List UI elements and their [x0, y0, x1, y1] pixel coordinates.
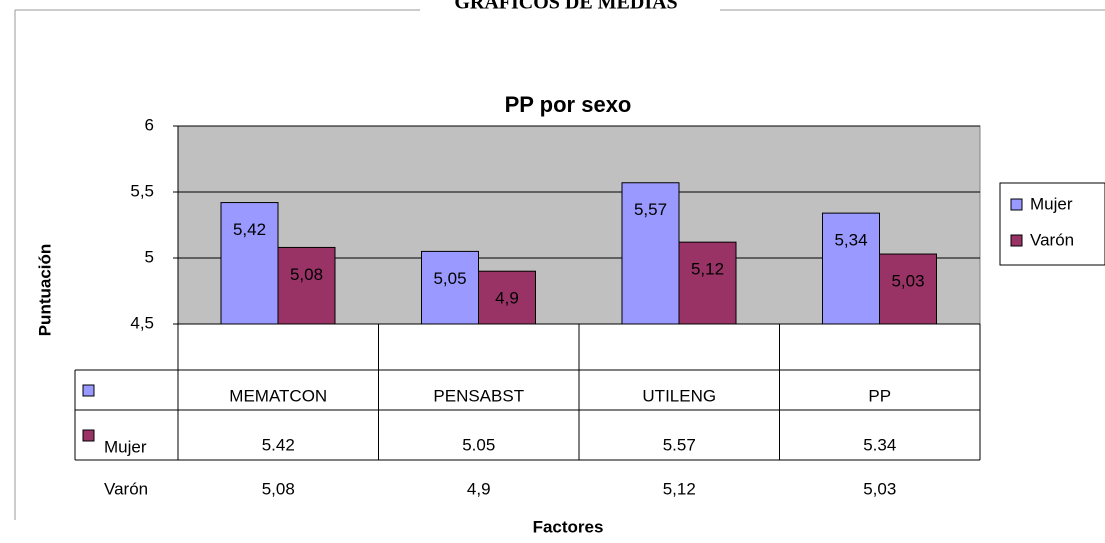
- legend-label: Varón: [1030, 230, 1074, 249]
- table-cell: 5.34: [863, 435, 896, 454]
- bar: [277, 246, 336, 325]
- table-cell: 5,08: [262, 479, 295, 498]
- x-tick-label: UTILENG: [642, 386, 716, 405]
- x-tick-label: PENSABST: [433, 386, 524, 405]
- y-axis-label: Puntuación: [35, 244, 54, 337]
- chart-title: PP por sexo: [505, 92, 632, 117]
- page-heading: GRÁFICOS DE MEDIAS: [454, 0, 677, 14]
- bar: [478, 270, 536, 325]
- data-label: 5,42: [233, 220, 266, 239]
- bar: [879, 253, 937, 325]
- table-cell: 5.05: [462, 435, 495, 454]
- data-label: 5,57: [634, 200, 667, 219]
- legend-box: [999, 182, 1105, 266]
- bar: [621, 182, 680, 325]
- y-tick-label: 5: [145, 247, 154, 266]
- table-row-label: Varón: [104, 479, 148, 498]
- x-axis-label: Factores: [533, 517, 604, 536]
- bar: [822, 212, 880, 325]
- legend-label: Mujer: [1030, 194, 1073, 213]
- table-cell: 5.42: [262, 435, 295, 454]
- table-row-label: Mujer: [104, 437, 147, 456]
- table-cell: 5.57: [663, 435, 696, 454]
- table-cell: 5,03: [863, 479, 896, 498]
- y-tick-label: 4,5: [130, 313, 154, 332]
- data-label: 4,9: [495, 289, 519, 308]
- y-tick-label: 6: [145, 115, 154, 134]
- x-tick-label: PP: [868, 386, 891, 405]
- data-label: 5,34: [834, 231, 867, 250]
- data-label: 5,08: [290, 265, 323, 284]
- y-tick-label: 5,5: [130, 181, 154, 200]
- legend-swatch: [1010, 198, 1023, 211]
- table-cell: 5,12: [663, 479, 696, 498]
- data-label: 5,05: [433, 269, 466, 288]
- heading-bg: [420, 0, 720, 14]
- data-label: 5,12: [691, 260, 724, 279]
- x-tick-label: MEMATCON: [229, 386, 327, 405]
- bar: [678, 241, 737, 325]
- data-label: 5,03: [891, 272, 924, 291]
- table-swatch: [82, 384, 95, 397]
- legend-swatch: [1010, 234, 1023, 247]
- table-swatch: [82, 429, 95, 442]
- table-cell: 4,9: [467, 479, 491, 498]
